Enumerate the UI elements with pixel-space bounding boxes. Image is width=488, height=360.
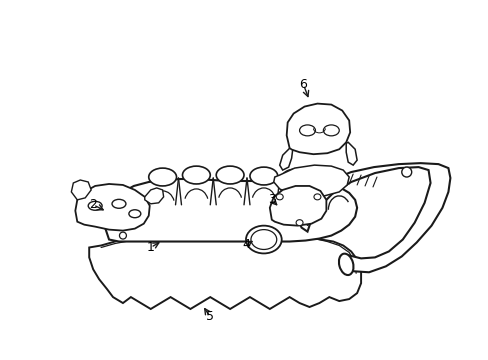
Ellipse shape	[182, 166, 210, 184]
Ellipse shape	[216, 166, 244, 184]
Polygon shape	[89, 237, 360, 309]
Polygon shape	[75, 184, 149, 231]
Ellipse shape	[401, 167, 411, 177]
Text: 4: 4	[242, 238, 249, 251]
Ellipse shape	[112, 199, 126, 208]
Polygon shape	[105, 179, 356, 242]
Polygon shape	[297, 163, 449, 272]
Polygon shape	[144, 188, 163, 204]
Polygon shape	[346, 142, 356, 165]
Text: 1: 1	[146, 241, 154, 254]
Ellipse shape	[249, 167, 277, 185]
Ellipse shape	[245, 226, 281, 253]
Polygon shape	[273, 165, 348, 197]
Ellipse shape	[119, 232, 126, 239]
Ellipse shape	[323, 125, 339, 136]
Ellipse shape	[281, 169, 309, 187]
Text: 2: 2	[89, 198, 97, 211]
Polygon shape	[269, 186, 325, 226]
Ellipse shape	[299, 125, 315, 136]
Ellipse shape	[129, 210, 141, 218]
Ellipse shape	[296, 220, 303, 226]
Text: 6: 6	[299, 78, 307, 91]
Ellipse shape	[250, 230, 276, 249]
Ellipse shape	[148, 168, 176, 186]
Polygon shape	[279, 148, 292, 170]
Ellipse shape	[276, 194, 283, 200]
Text: 5: 5	[206, 310, 214, 323]
Polygon shape	[71, 180, 91, 200]
Ellipse shape	[88, 201, 102, 210]
Text: 3: 3	[267, 193, 275, 206]
Ellipse shape	[313, 194, 320, 200]
Ellipse shape	[338, 254, 353, 275]
Polygon shape	[286, 104, 349, 154]
